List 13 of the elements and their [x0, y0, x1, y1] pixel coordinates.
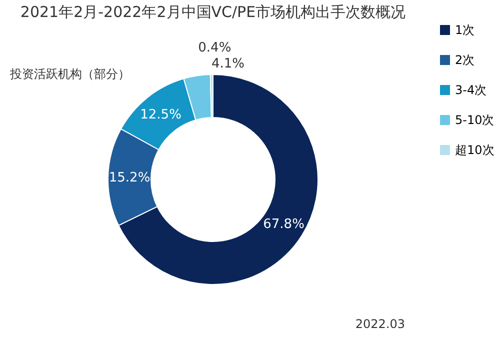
legend-label: 2次: [455, 53, 475, 67]
legend-label: 3-4次: [455, 83, 487, 97]
data-label: 15.2%: [108, 170, 150, 186]
chart-title: 2021年2月-2022年2月中国VC/PE市场机构出手次数概况: [20, 3, 406, 21]
text: 投资活跃机构（部分）: [9, 67, 130, 81]
legend-label: 超10次: [455, 143, 494, 157]
data-label: 12.5%: [140, 107, 182, 122]
legend-label: 5-10次: [455, 113, 494, 127]
data-label: 67.8%: [263, 216, 304, 232]
data-label: 4.1%: [212, 56, 245, 72]
legend-label: 1次: [455, 23, 475, 37]
data-label: 0.4%: [198, 40, 232, 56]
text: 2022.03: [355, 317, 405, 331]
